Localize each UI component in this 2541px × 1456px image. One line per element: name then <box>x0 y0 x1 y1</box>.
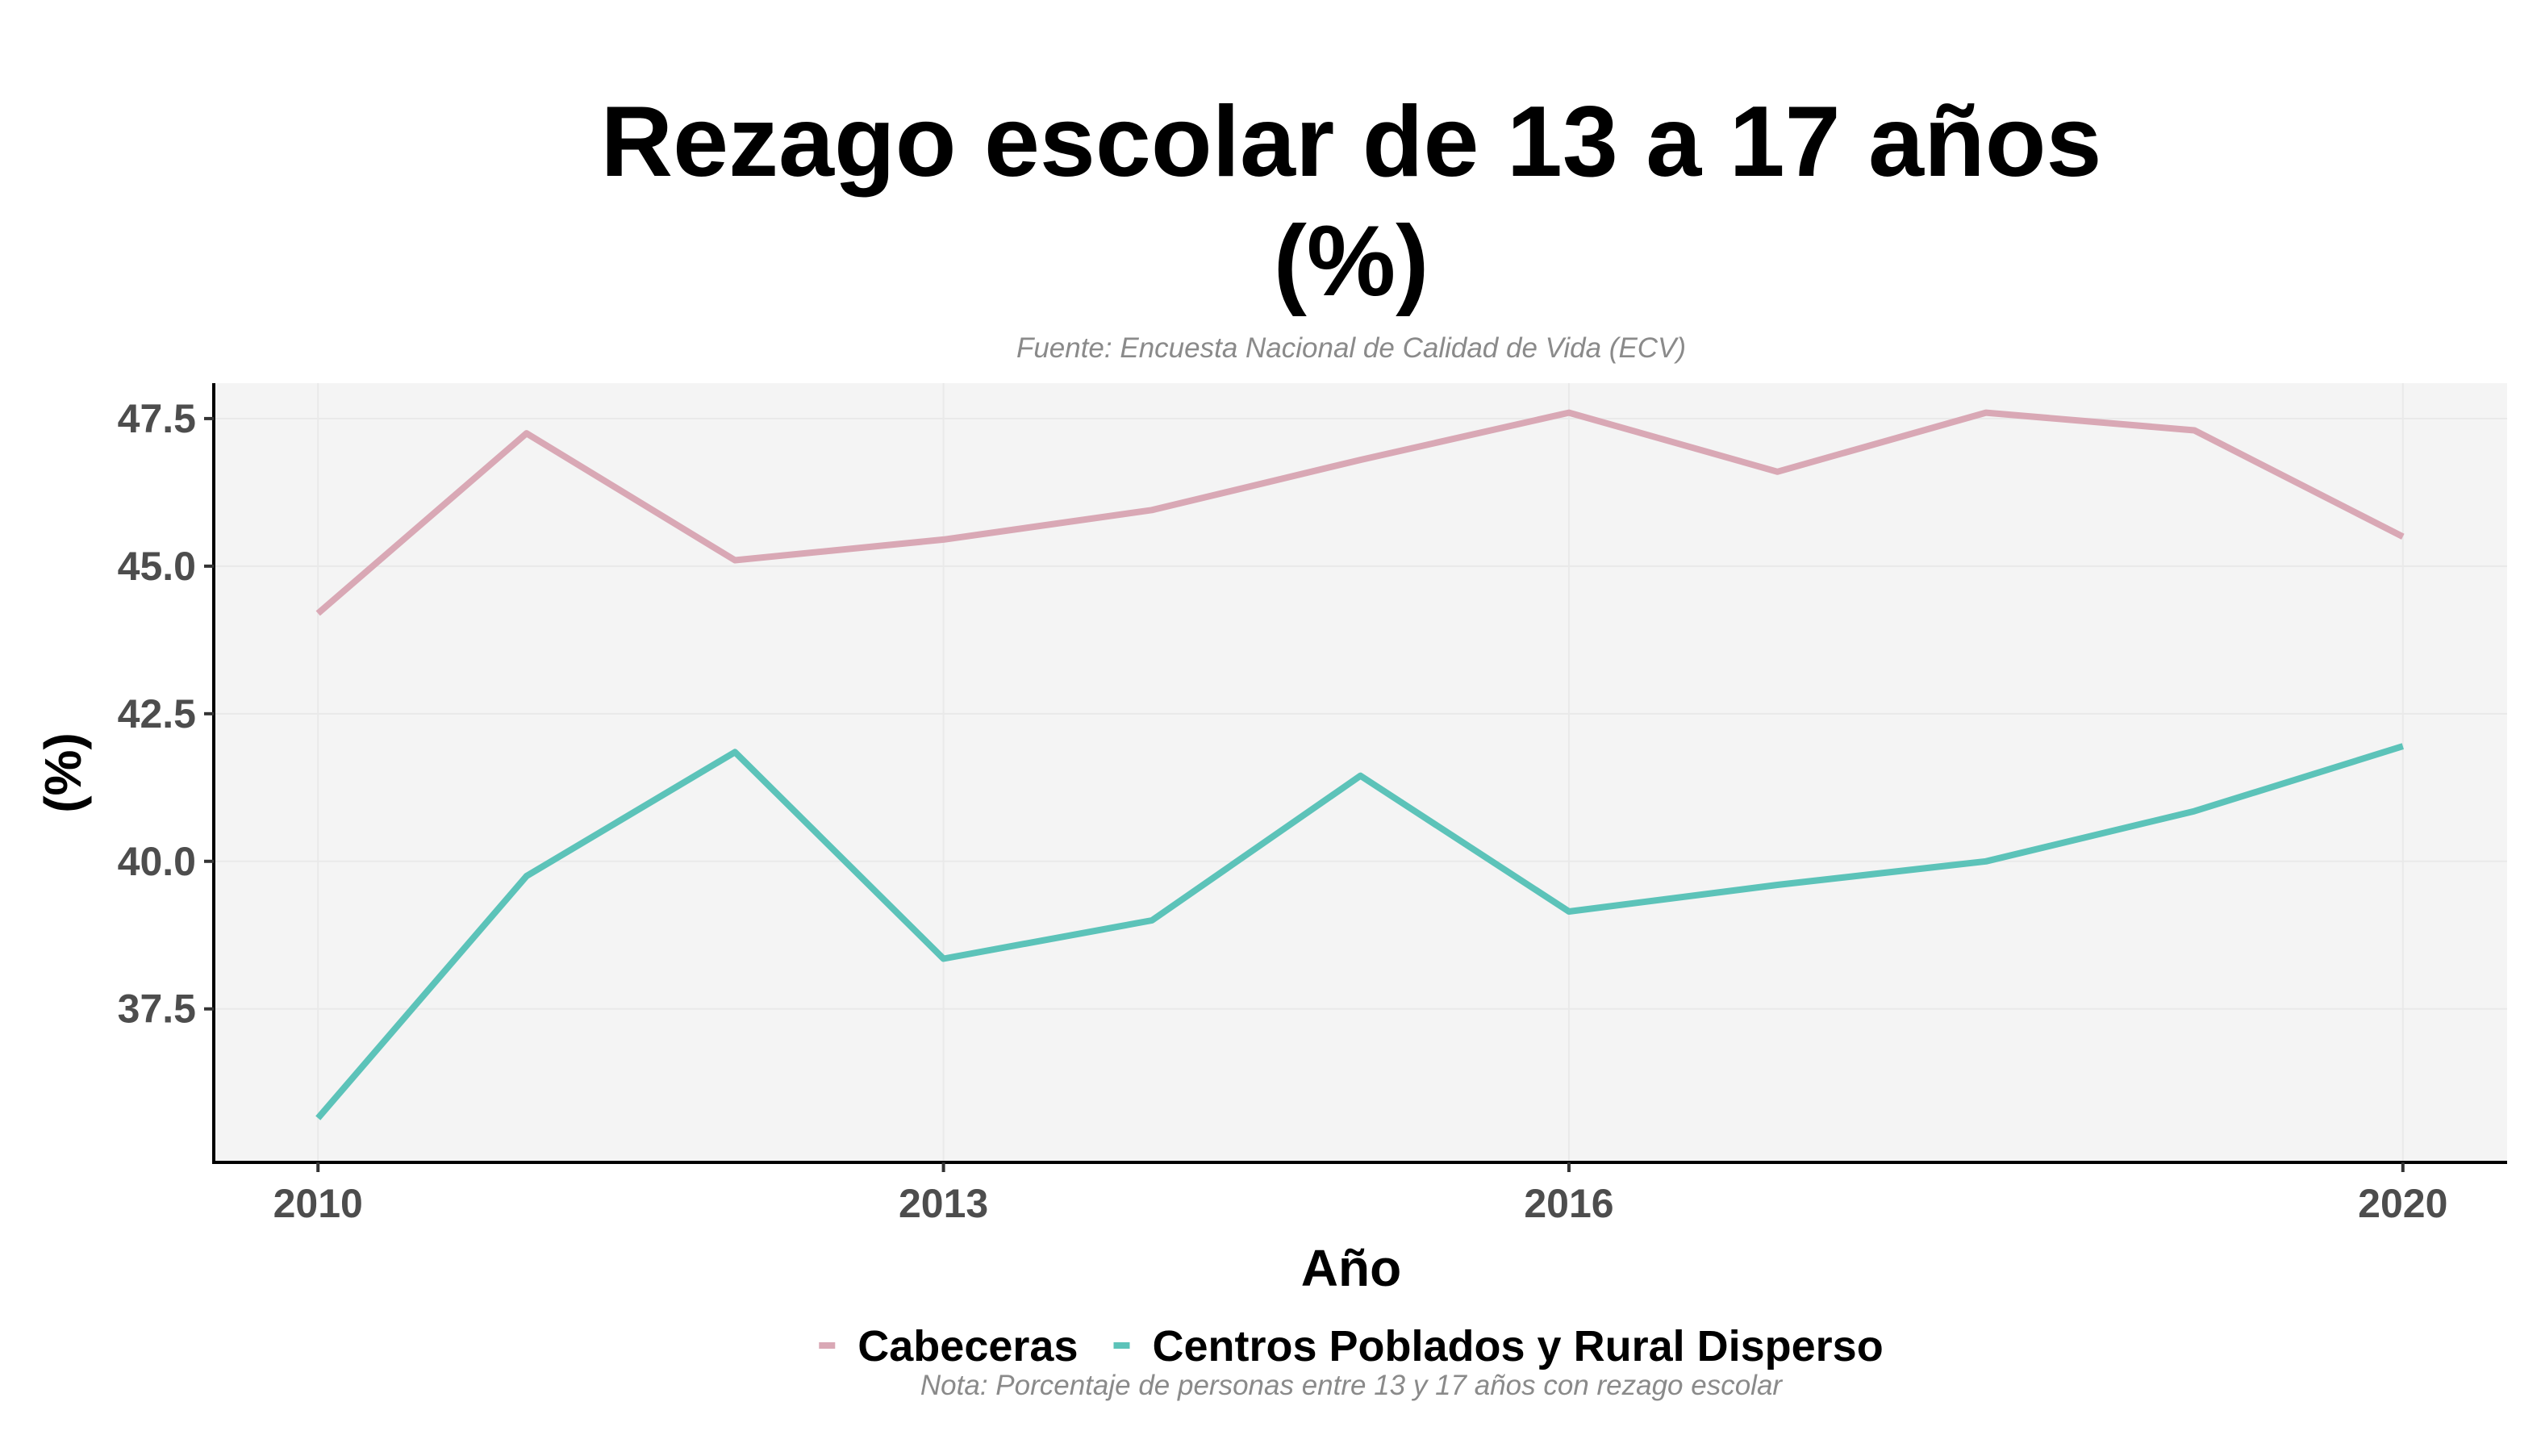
x-tick-label: 2016 <box>1524 1181 1613 1226</box>
series-line-2 <box>315 743 2404 1120</box>
legend: Cabeceras Centros Poblados y Rural Disper… <box>819 1322 1884 1370</box>
chart-title-line-2: (%) <box>1274 206 1429 317</box>
series-line-1 <box>315 409 2405 616</box>
y-tick-label: 45.0 <box>118 544 196 589</box>
legend-label-1: Cabeceras <box>857 1322 1078 1370</box>
chart-subtitle: Fuente: Encuesta Nacional de Calidad de … <box>1016 332 1686 364</box>
y-tick-label: 40.0 <box>118 839 196 884</box>
y-axis-title: (%) <box>34 732 92 813</box>
grid-lines <box>214 383 2507 1162</box>
y-tick-label: 47.5 <box>118 396 196 441</box>
y-tick-label: 37.5 <box>118 987 196 1032</box>
y-tick-label: 42.5 <box>118 691 196 736</box>
x-tick-label: 2010 <box>273 1181 363 1226</box>
x-tick-label: 2020 <box>2358 1181 2447 1226</box>
tick-labels: 37.5 40.0 42.5 45.0 47.5 2010 2013 2016 2020 <box>118 396 2448 1226</box>
legend-label-2: Centros Poblados y Rural Disperso <box>1152 1322 1883 1370</box>
axes <box>204 383 2507 1172</box>
series-lines <box>315 409 2405 1120</box>
x-axis-title: Año <box>1301 1239 1401 1297</box>
chart-title-line-1: Rezago escolar de 13 a 17 años <box>601 86 2102 198</box>
chart-caption: Nota: Porcentaje de personas entre 13 y … <box>920 1370 1784 1401</box>
x-tick-label: 2013 <box>899 1181 988 1226</box>
